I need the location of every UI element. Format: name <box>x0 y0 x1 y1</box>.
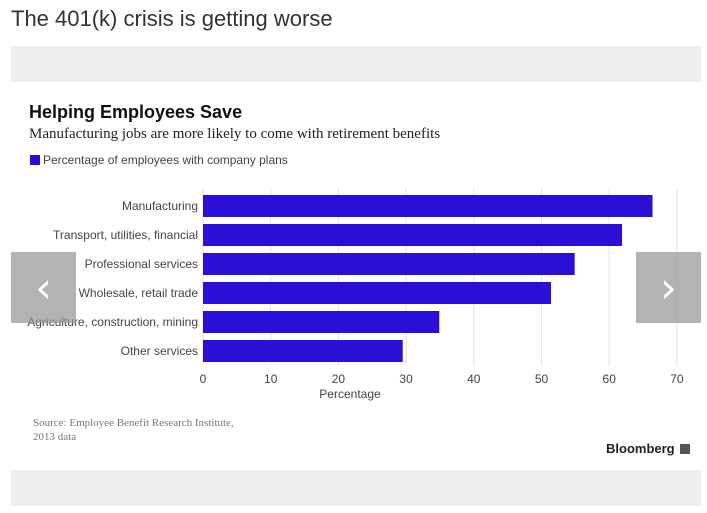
source-note: Source: Employee Benefit Research Instit… <box>33 417 234 443</box>
bars-layer <box>203 195 653 362</box>
x-tick-label: 30 <box>399 372 413 386</box>
chart-title: Helping Employees Save <box>29 102 243 122</box>
chevron-left-icon: ‹ <box>35 263 52 312</box>
bottom-ad-band <box>11 470 701 506</box>
category-label: Manufacturing <box>122 199 198 213</box>
legend-label: Percentage of employees with company pla… <box>43 153 288 167</box>
bar <box>203 282 551 304</box>
x-tick-label: 0 <box>200 372 207 386</box>
x-tick-label: 20 <box>332 372 346 386</box>
x-tick-label: 50 <box>535 372 549 386</box>
x-tick-labels: 0 10 20 30 40 50 60 70 <box>200 372 684 386</box>
category-label: Other services <box>121 344 198 358</box>
chart-legend: Percentage of employees with company pla… <box>30 153 288 167</box>
next-slide-button[interactable]: › <box>636 252 701 323</box>
bar <box>203 253 575 275</box>
bar <box>203 340 403 362</box>
bloomberg-logo: Bloomberg <box>606 441 690 456</box>
x-tick-label: 70 <box>670 372 684 386</box>
chart-subtitle: Manufacturing jobs are more likely to co… <box>29 126 441 142</box>
legend-swatch <box>30 155 40 165</box>
bloomberg-mark-icon <box>679 443 690 454</box>
top-ad-band <box>11 46 701 82</box>
chevron-right-icon: › <box>660 263 677 312</box>
x-tick-label: 10 <box>264 372 278 386</box>
category-label: Transport, utilities, financial <box>53 228 198 242</box>
bar <box>203 224 623 246</box>
category-label: Wholesale, retail trade <box>79 286 199 300</box>
bar <box>203 311 440 333</box>
previous-slide-button[interactable]: ‹ <box>11 252 76 323</box>
grid-layer <box>202 188 678 366</box>
bar <box>203 195 653 217</box>
x-tick-label: 40 <box>467 372 481 386</box>
category-label: Professional services <box>85 257 198 271</box>
x-axis-label: Percentage <box>319 387 381 401</box>
x-tick-label: 60 <box>603 372 617 386</box>
brand-name: Bloomberg <box>606 441 675 456</box>
page-headline: The 401(k) crisis is getting worse <box>11 6 333 31</box>
